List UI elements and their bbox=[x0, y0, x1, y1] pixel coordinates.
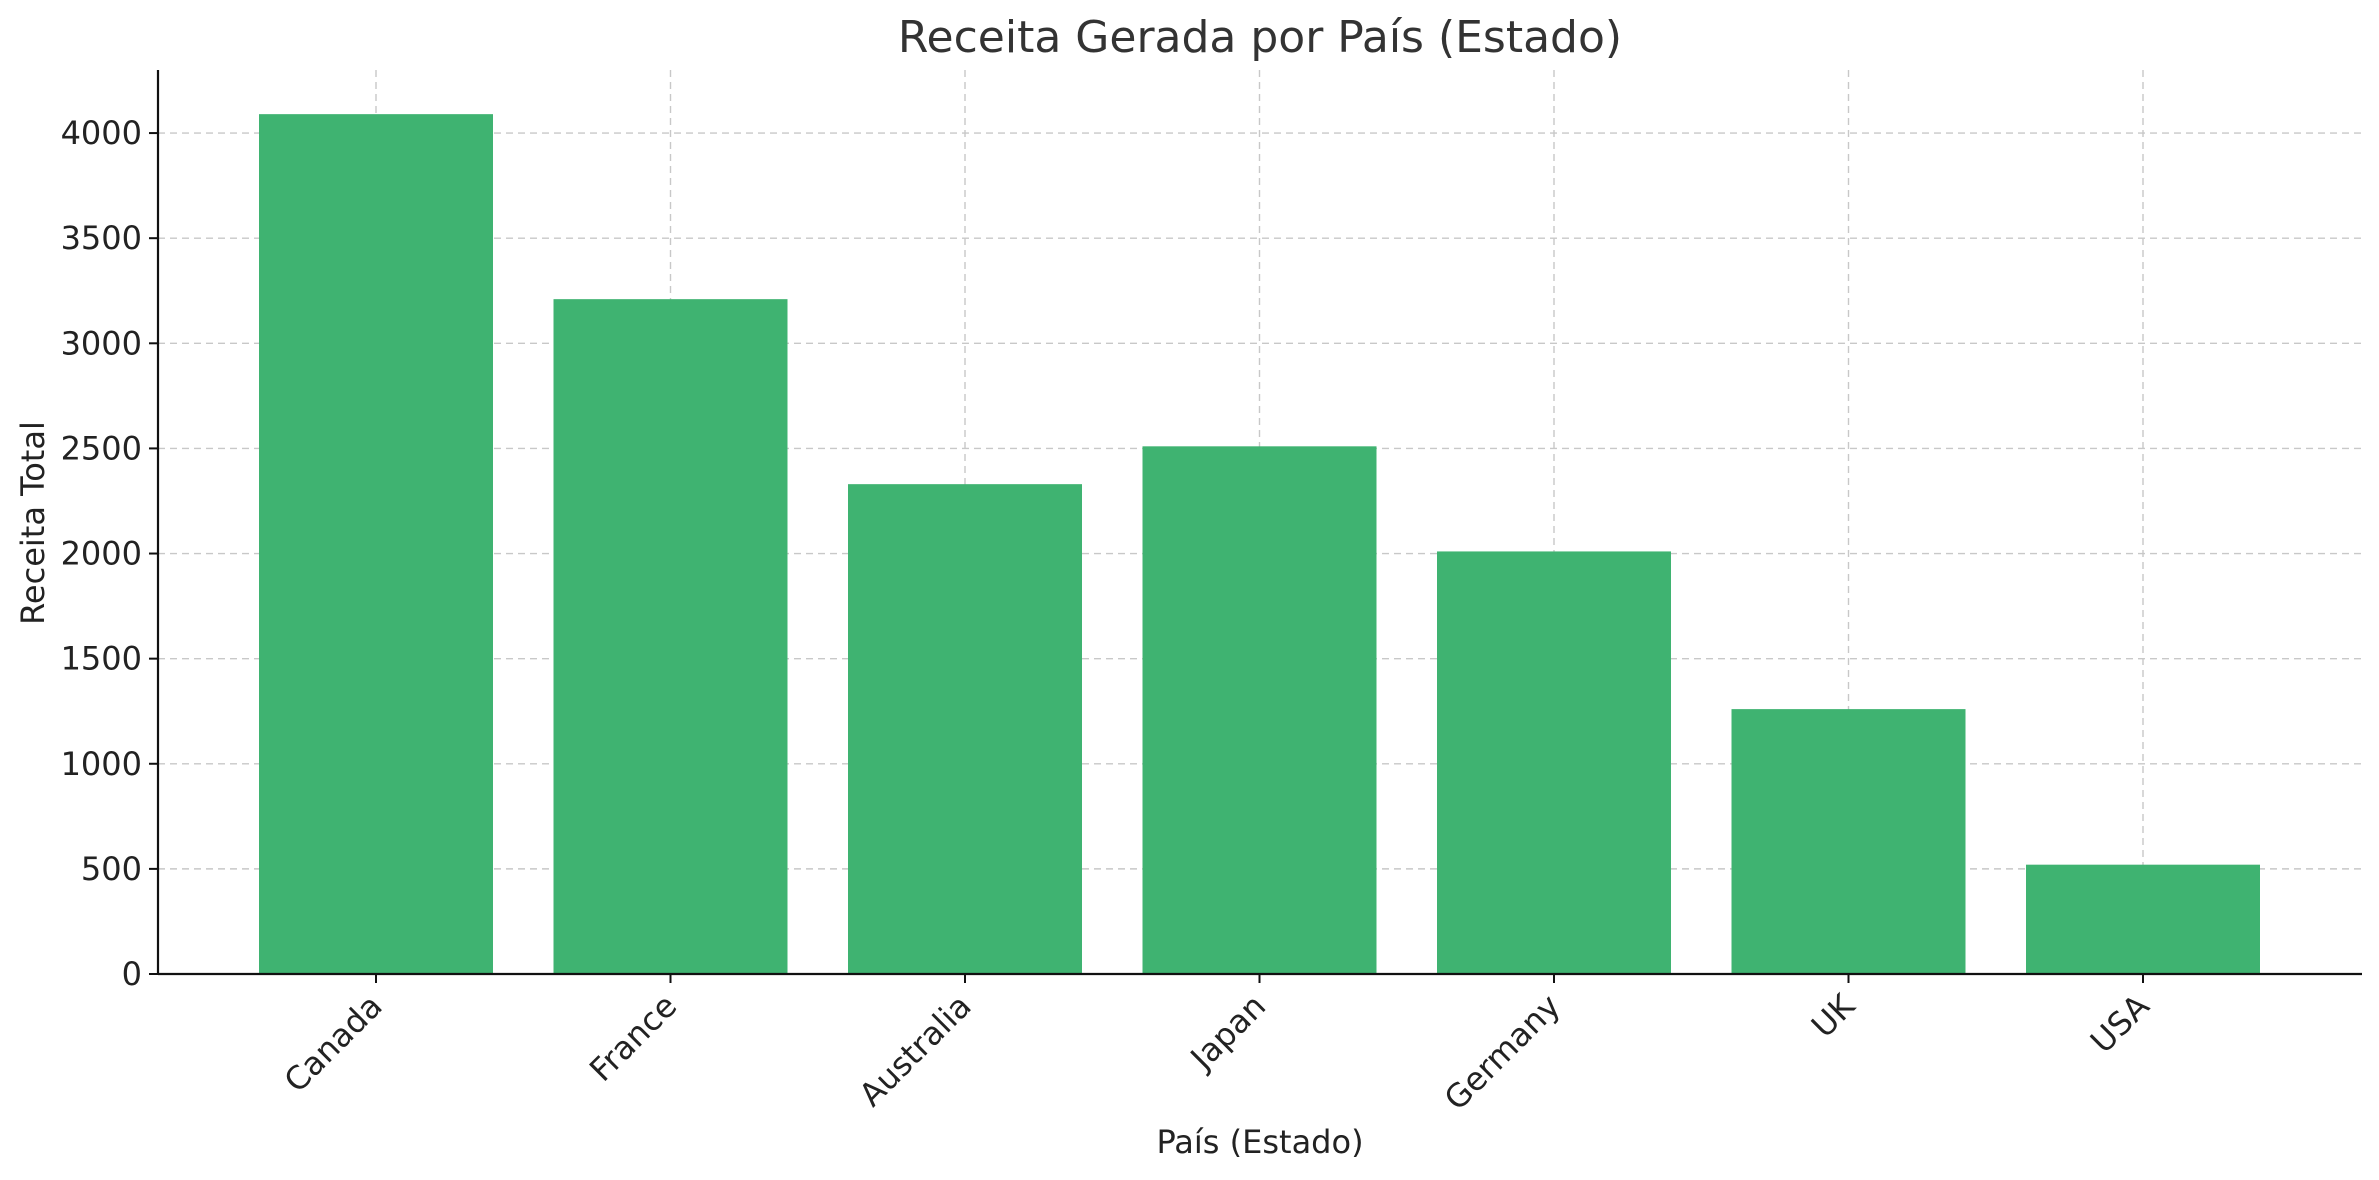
y-tick-label: 2000 bbox=[61, 535, 142, 573]
x-tick-label: France bbox=[582, 987, 684, 1089]
x-tick-label: USA bbox=[2083, 987, 2157, 1061]
bars bbox=[259, 114, 2260, 975]
y-tick-label: 0 bbox=[122, 955, 142, 993]
y-tick-label: 4000 bbox=[61, 114, 142, 152]
y-tick-label: 1000 bbox=[61, 745, 142, 783]
x-tick-label: Germany bbox=[1437, 987, 1568, 1118]
axes bbox=[149, 70, 2362, 983]
bar-japan bbox=[1142, 446, 1377, 974]
x-tick-label: Canada bbox=[277, 987, 390, 1100]
bar-uk bbox=[1731, 709, 1966, 974]
y-tick-label: 500 bbox=[81, 850, 142, 888]
y-tick-label: 1500 bbox=[61, 640, 142, 678]
y-axis-label: Receita Total bbox=[14, 421, 52, 625]
bar-canada bbox=[259, 114, 493, 975]
y-tick-label: 3500 bbox=[61, 219, 142, 257]
x-tick-label: UK bbox=[1804, 986, 1863, 1045]
x-tick-label: Australia bbox=[852, 987, 979, 1114]
bar-germany bbox=[1437, 551, 1671, 974]
y-tick-label: 3000 bbox=[61, 324, 142, 362]
x-tick-label: Japan bbox=[1182, 987, 1273, 1078]
y-tick-label: 2500 bbox=[61, 429, 142, 467]
bar-australia bbox=[848, 484, 1082, 974]
chart-title: Receita Gerada por País (Estado) bbox=[898, 12, 1622, 63]
bar-usa bbox=[2026, 864, 2260, 974]
x-axis-label: País (Estado) bbox=[1156, 1123, 1363, 1161]
bar-france bbox=[553, 299, 788, 974]
